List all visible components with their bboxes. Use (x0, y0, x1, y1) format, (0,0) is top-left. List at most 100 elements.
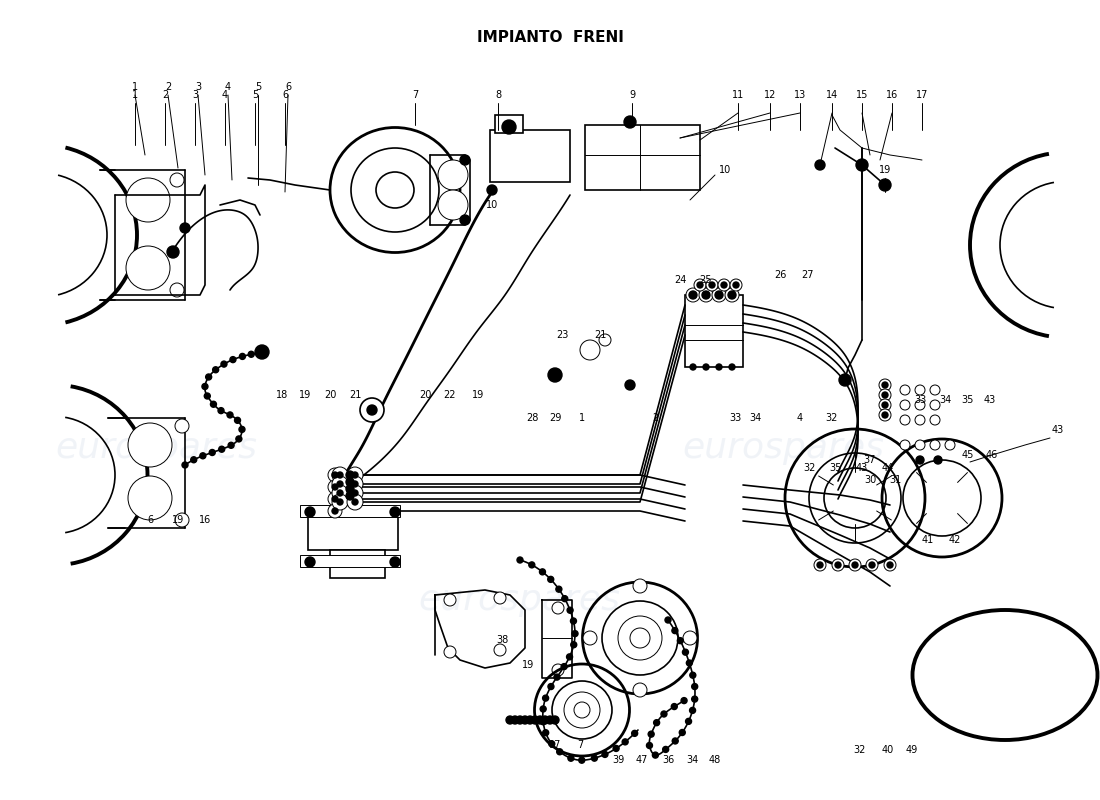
Circle shape (580, 340, 600, 360)
Circle shape (866, 559, 878, 571)
Text: 2: 2 (162, 90, 168, 100)
Circle shape (613, 746, 619, 751)
Text: 47: 47 (636, 755, 648, 765)
Circle shape (703, 364, 710, 370)
Text: 35: 35 (828, 463, 842, 473)
Text: eurospares: eurospares (55, 431, 257, 465)
Circle shape (690, 672, 696, 678)
Circle shape (460, 155, 470, 165)
Circle shape (210, 402, 217, 407)
Circle shape (536, 716, 544, 724)
Circle shape (552, 602, 564, 614)
Text: 1: 1 (132, 82, 139, 92)
Circle shape (219, 446, 224, 452)
Text: 28: 28 (526, 413, 538, 423)
Circle shape (568, 755, 574, 762)
Text: eurospares: eurospares (682, 431, 884, 465)
Text: 33: 33 (729, 413, 741, 423)
Circle shape (346, 467, 363, 483)
Text: 32: 32 (804, 463, 816, 473)
Circle shape (653, 720, 660, 726)
Circle shape (337, 481, 343, 487)
Circle shape (230, 357, 235, 362)
Circle shape (572, 630, 578, 637)
Circle shape (352, 481, 358, 487)
Circle shape (882, 402, 888, 408)
Circle shape (305, 507, 315, 517)
Circle shape (571, 642, 576, 648)
Circle shape (170, 283, 184, 297)
Text: 4: 4 (222, 90, 228, 100)
Circle shape (352, 499, 358, 505)
Circle shape (856, 159, 868, 171)
Circle shape (346, 492, 354, 500)
Circle shape (583, 631, 597, 645)
Circle shape (686, 660, 692, 666)
Circle shape (542, 695, 549, 701)
Text: 19: 19 (299, 390, 311, 400)
Circle shape (540, 706, 547, 712)
Text: 48: 48 (708, 755, 722, 765)
Circle shape (352, 490, 358, 496)
Circle shape (686, 288, 700, 302)
Text: 12: 12 (763, 90, 777, 100)
Circle shape (814, 559, 826, 571)
Text: 2: 2 (165, 82, 172, 92)
Circle shape (685, 718, 692, 724)
Circle shape (212, 366, 219, 373)
Circle shape (487, 185, 497, 195)
Text: eurospares: eurospares (418, 583, 620, 617)
Bar (300, 555, 400, 567)
Circle shape (227, 412, 233, 418)
Bar (300, 505, 400, 517)
Text: 5: 5 (252, 90, 258, 100)
Circle shape (128, 476, 172, 520)
Bar (495, 115, 522, 133)
Circle shape (346, 476, 363, 492)
Circle shape (710, 282, 715, 288)
Circle shape (900, 440, 910, 450)
Text: 19: 19 (472, 390, 484, 400)
Circle shape (564, 692, 600, 728)
Circle shape (328, 480, 342, 494)
Circle shape (882, 392, 888, 398)
Circle shape (882, 412, 888, 418)
Circle shape (209, 450, 216, 455)
Circle shape (332, 494, 348, 510)
Circle shape (367, 405, 377, 415)
Circle shape (548, 683, 554, 690)
Text: 43: 43 (1052, 425, 1064, 435)
Text: 43: 43 (983, 395, 997, 405)
Text: 31: 31 (889, 475, 901, 485)
Bar (330, 550, 385, 578)
Circle shape (126, 178, 170, 222)
Circle shape (175, 513, 189, 527)
Circle shape (623, 739, 628, 745)
Text: 1: 1 (132, 90, 139, 100)
Circle shape (332, 496, 338, 502)
Text: 17: 17 (549, 740, 561, 750)
Circle shape (182, 462, 188, 468)
Circle shape (930, 415, 940, 425)
Circle shape (540, 718, 547, 725)
Circle shape (332, 467, 348, 483)
Circle shape (494, 644, 506, 656)
Circle shape (332, 472, 338, 478)
Circle shape (712, 288, 726, 302)
Circle shape (346, 485, 354, 493)
Circle shape (716, 364, 722, 370)
Circle shape (554, 674, 560, 680)
Circle shape (624, 116, 636, 128)
Circle shape (815, 160, 825, 170)
Circle shape (506, 716, 514, 724)
Circle shape (255, 345, 270, 359)
Circle shape (832, 559, 844, 571)
Text: 3: 3 (195, 82, 201, 92)
Text: 7: 7 (576, 740, 583, 750)
Circle shape (337, 499, 343, 505)
Text: 10: 10 (719, 165, 732, 175)
Circle shape (180, 223, 190, 233)
Text: IMPIANTO  FRENI: IMPIANTO FRENI (476, 30, 624, 46)
Circle shape (332, 485, 348, 501)
Circle shape (915, 440, 925, 450)
